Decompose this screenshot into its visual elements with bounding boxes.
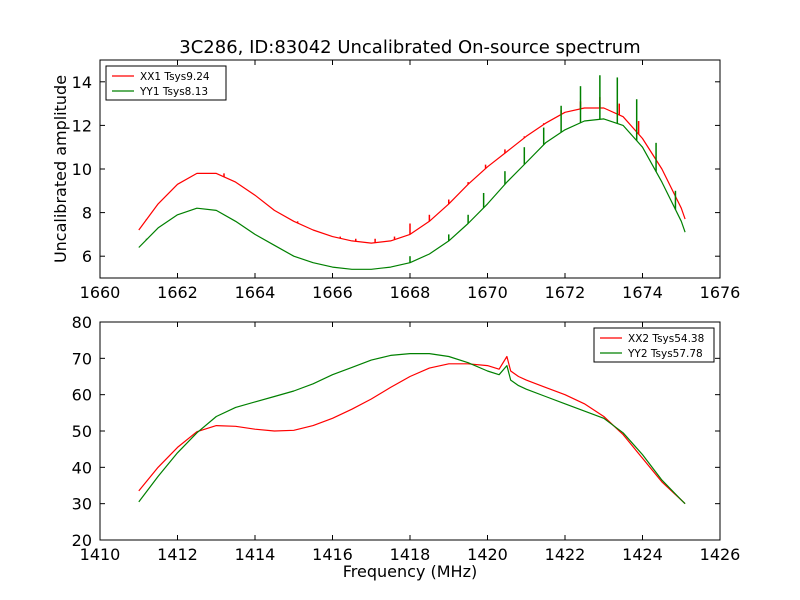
legend-label: YY1 Tsys8.13 (139, 86, 208, 98)
x-tick-label: 1660 (80, 283, 121, 302)
legend-label: XX1 Tsys9.24 (140, 71, 210, 83)
x-tick-label: 1676 (700, 283, 741, 302)
legend-box (105, 65, 227, 101)
x-tick-label: 1412 (157, 545, 198, 564)
y-tick-label: 50 (72, 422, 92, 441)
series-line-2 (138, 118, 686, 270)
x-tick-label: 1664 (235, 283, 276, 302)
y-tick-label: 14 (72, 73, 92, 92)
x-tick-label: 1414 (235, 545, 276, 564)
y-tick-label: 80 (72, 313, 92, 332)
series-line-1 (138, 107, 686, 244)
y-tick-label: 60 (72, 386, 92, 405)
x-axis-label: Frequency (MHz) (343, 562, 477, 581)
bottom-spectrum-plot: 1410 1412 1414 1416 1418 1420 1422 1424 1426 20 30… (72, 313, 741, 581)
top-spectrum-plot: 1660 1662 1664 1666 1668 1670 1672 1674 1676 6 8 10… (51, 59, 741, 302)
x-tick-label: 1668 (390, 283, 431, 302)
series-line-2 (138, 353, 686, 505)
x-tick-label: 1672 (545, 283, 586, 302)
x-tick-label: 1670 (467, 283, 508, 302)
x-tick-label: 1426 (700, 545, 741, 564)
x-tick-label: 1662 (157, 283, 198, 302)
x-tick-label: 1674 (622, 283, 663, 302)
x-tick-label: 1416 (312, 545, 353, 564)
legend-box (593, 327, 715, 363)
y-tick-label: 12 (72, 116, 92, 135)
y-tick-label: 70 (72, 349, 92, 368)
x-tick-label: 1666 (312, 283, 353, 302)
x-tick-label: 1424 (622, 545, 663, 564)
legend: XX2 Tsys54.38 YY2 Tsys57.78 (593, 327, 715, 363)
legend: XX1 Tsys9.24 YY1 Tsys8.13 (105, 65, 227, 101)
y-tick-label: 40 (72, 458, 92, 477)
legend-label: YY2 Tsys57.78 (627, 348, 703, 360)
y-tick-label: 20 (72, 531, 92, 550)
figure-title: 3C286, ID:83042 Uncalibrated On-source s… (179, 37, 640, 58)
x-tick-label: 1420 (467, 545, 508, 564)
y-tick-label: 6 (82, 247, 92, 266)
x-tick-label: 1410 (80, 545, 121, 564)
y-tick-label: 8 (82, 204, 92, 223)
legend-label: XX2 Tsys54.38 (628, 333, 704, 345)
series-line-1 (138, 355, 686, 505)
x-tick-label: 1418 (390, 545, 431, 564)
y-tick-label: 30 (72, 495, 92, 514)
y-axis-label: Uncalibrated amplitude (51, 75, 70, 263)
y-tick-label: 10 (72, 160, 92, 179)
x-tick-label: 1422 (545, 545, 586, 564)
